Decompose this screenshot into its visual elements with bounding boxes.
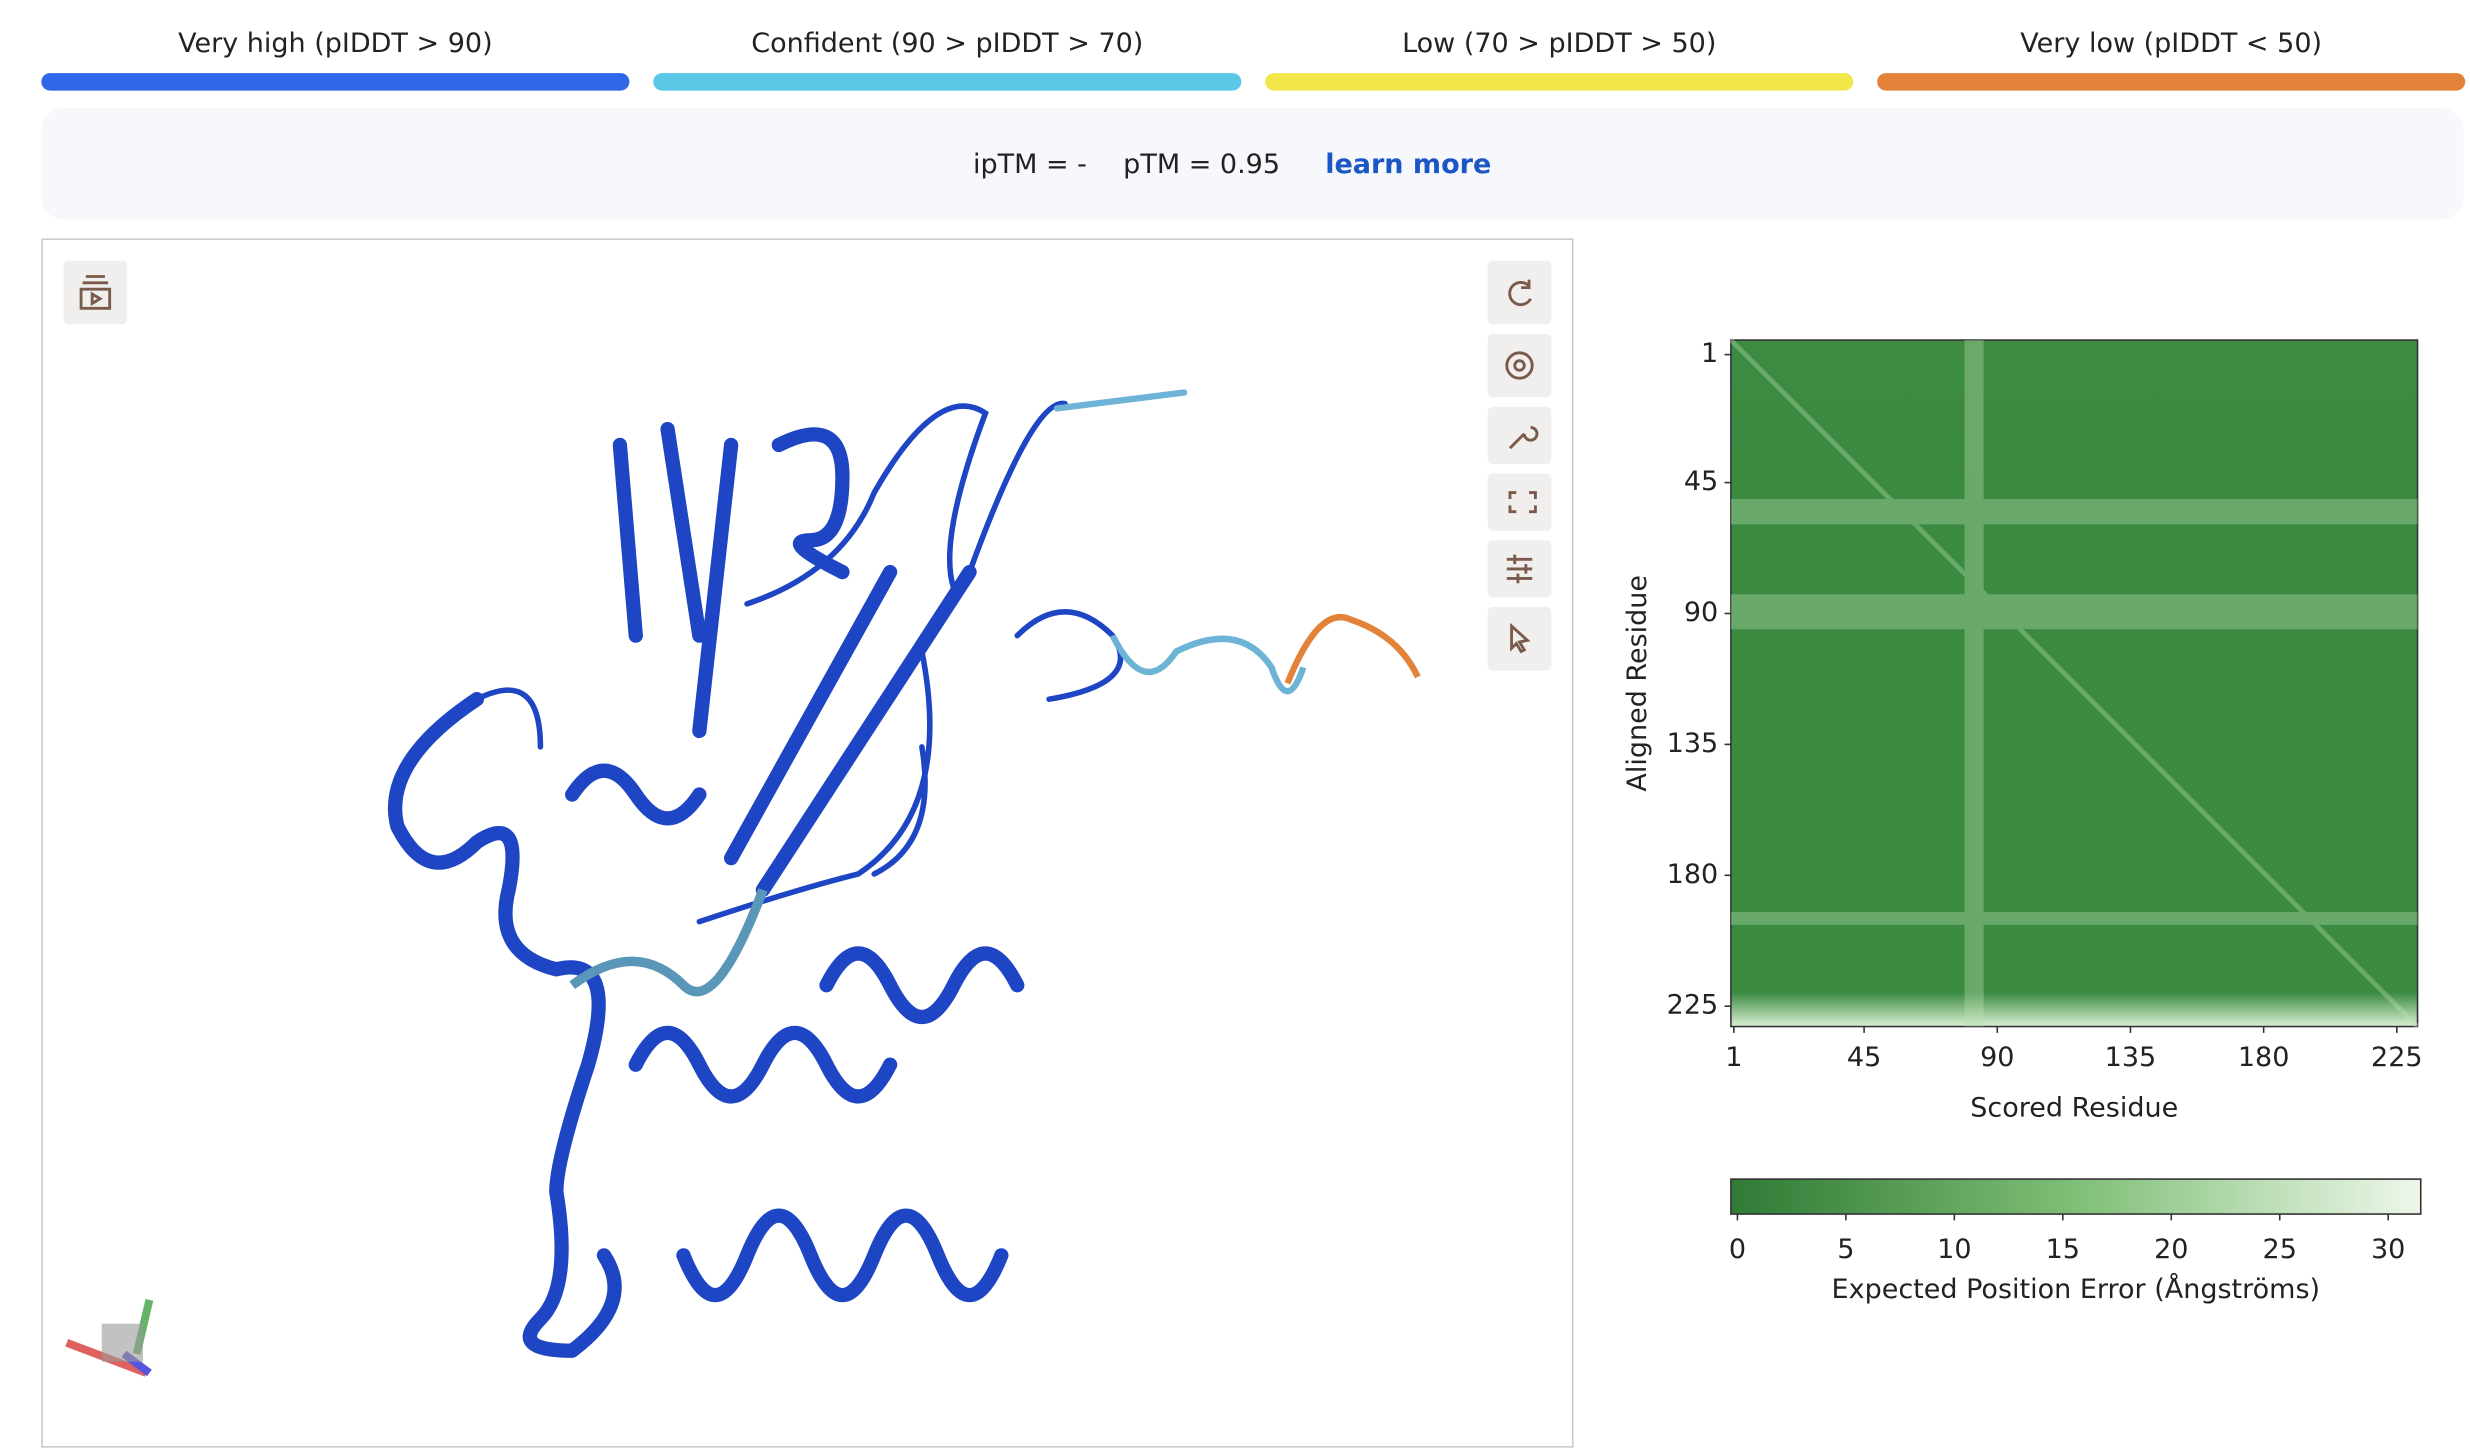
y-tick-label: 90 — [1684, 597, 1718, 628]
colorbar-tick-label: 20 — [2154, 1234, 2188, 1265]
colorbar-tick-label: 10 — [1937, 1234, 1971, 1265]
x-axis-label: Scored Residue — [1970, 1093, 2178, 1124]
y-tick-label: 180 — [1667, 859, 1719, 890]
x-tick-label: 1 — [1725, 1042, 1742, 1073]
legend-swatch — [1265, 73, 1854, 91]
plddt-legend: Very high (pIDDT > 90) Confident (90 > pI… — [41, 28, 2466, 91]
pae-heatmap — [1730, 339, 2419, 1028]
x-tick-label: 90 — [1980, 1042, 2014, 1073]
viewer-toolbar — [1487, 260, 1552, 671]
colorbar-tick-label: 0 — [1729, 1234, 1746, 1265]
legend-label: Very low (pIDDT < 50) — [2020, 28, 2322, 59]
heatmap-texture — [1729, 338, 2420, 1029]
colorbar-tick-label: 5 — [1837, 1234, 1854, 1265]
y-tick-label: 225 — [1667, 990, 1719, 1021]
y-axis-label: Aligned Residue — [1622, 575, 1653, 792]
legend-swatch — [653, 73, 1242, 91]
colorbar-tick-label: 15 — [2046, 1234, 2080, 1265]
colorbar-label: Expected Position Error (Ångströms) — [1832, 1273, 2321, 1305]
ptm: pTM = 0.95 — [1123, 149, 1280, 180]
x-tick-label: 135 — [2105, 1042, 2157, 1073]
y-tick-label: 135 — [1667, 728, 1719, 759]
learn-more-link[interactable]: learn more — [1325, 149, 1491, 180]
legend-label: Low (70 > pIDDT > 50) — [1402, 28, 1716, 59]
legend-swatch — [1877, 73, 2466, 91]
x-tick-label: 45 — [1847, 1042, 1881, 1073]
iptm: ipTM = - — [973, 149, 1087, 180]
colorbar — [1730, 1178, 2422, 1215]
fullscreen-button[interactable] — [1487, 473, 1552, 531]
sequence-button[interactable] — [63, 260, 128, 325]
y-tick-label: 45 — [1684, 466, 1718, 497]
colorbar-tick-label: 30 — [2371, 1234, 2405, 1265]
axes-gizmo — [65, 1298, 154, 1377]
x-tick-label: 180 — [2238, 1042, 2290, 1073]
protein-structure — [387, 389, 1421, 1358]
reset-button[interactable] — [1487, 260, 1552, 325]
legend-label: Very high (pIDDT > 90) — [178, 28, 493, 59]
select-button[interactable] — [1487, 607, 1552, 671]
icon — [79, 275, 112, 310]
colorbar-tick-label: 25 — [2263, 1234, 2297, 1265]
metrics-panel — [41, 108, 2464, 220]
screenshot-button[interactable] — [1487, 333, 1552, 398]
legend-label: Confident (90 > pIDDT > 70) — [751, 28, 1143, 59]
y-tick-label: 1 — [1701, 338, 1718, 369]
legend-swatch — [41, 73, 630, 91]
x-tick-label: 225 — [2371, 1042, 2423, 1073]
settings-button[interactable] — [1487, 406, 1552, 465]
